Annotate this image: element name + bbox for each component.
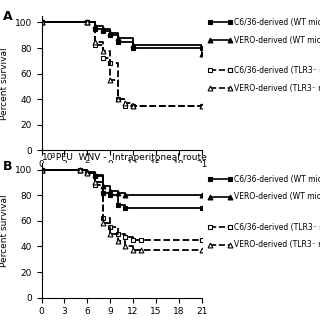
Text: B: B	[3, 160, 13, 173]
X-axis label: Days post infection: Days post infection	[78, 175, 165, 184]
Text: VERO-derived (TLR3⁻ mice): VERO-derived (TLR3⁻ mice)	[234, 240, 320, 249]
Y-axis label: Percent survival: Percent survival	[0, 47, 9, 119]
Text: 10: 10	[42, 153, 53, 162]
Text: C6/36-derived (WT mice): C6/36-derived (WT mice)	[234, 18, 320, 27]
Text: A: A	[3, 10, 13, 23]
Text: VERO-derived (WT mice): VERO-derived (WT mice)	[234, 36, 320, 44]
Text: VERO-derived (TLR3⁻ mice): VERO-derived (TLR3⁻ mice)	[234, 84, 320, 92]
Text: 3: 3	[50, 153, 55, 159]
Text: C6/36-derived (TLR3⁻ mice): C6/36-derived (TLR3⁻ mice)	[234, 223, 320, 232]
Text: PFU  WNV -  Intraperitoneal route: PFU WNV - Intraperitoneal route	[53, 153, 206, 162]
Text: C6/36-derived (TLR3⁻ mice): C6/36-derived (TLR3⁻ mice)	[234, 66, 320, 75]
Text: VERO-derived (WT mice): VERO-derived (WT mice)	[234, 192, 320, 201]
Y-axis label: Percent survival: Percent survival	[0, 194, 9, 267]
Text: C6/36-derived (WT mice): C6/36-derived (WT mice)	[234, 175, 320, 184]
